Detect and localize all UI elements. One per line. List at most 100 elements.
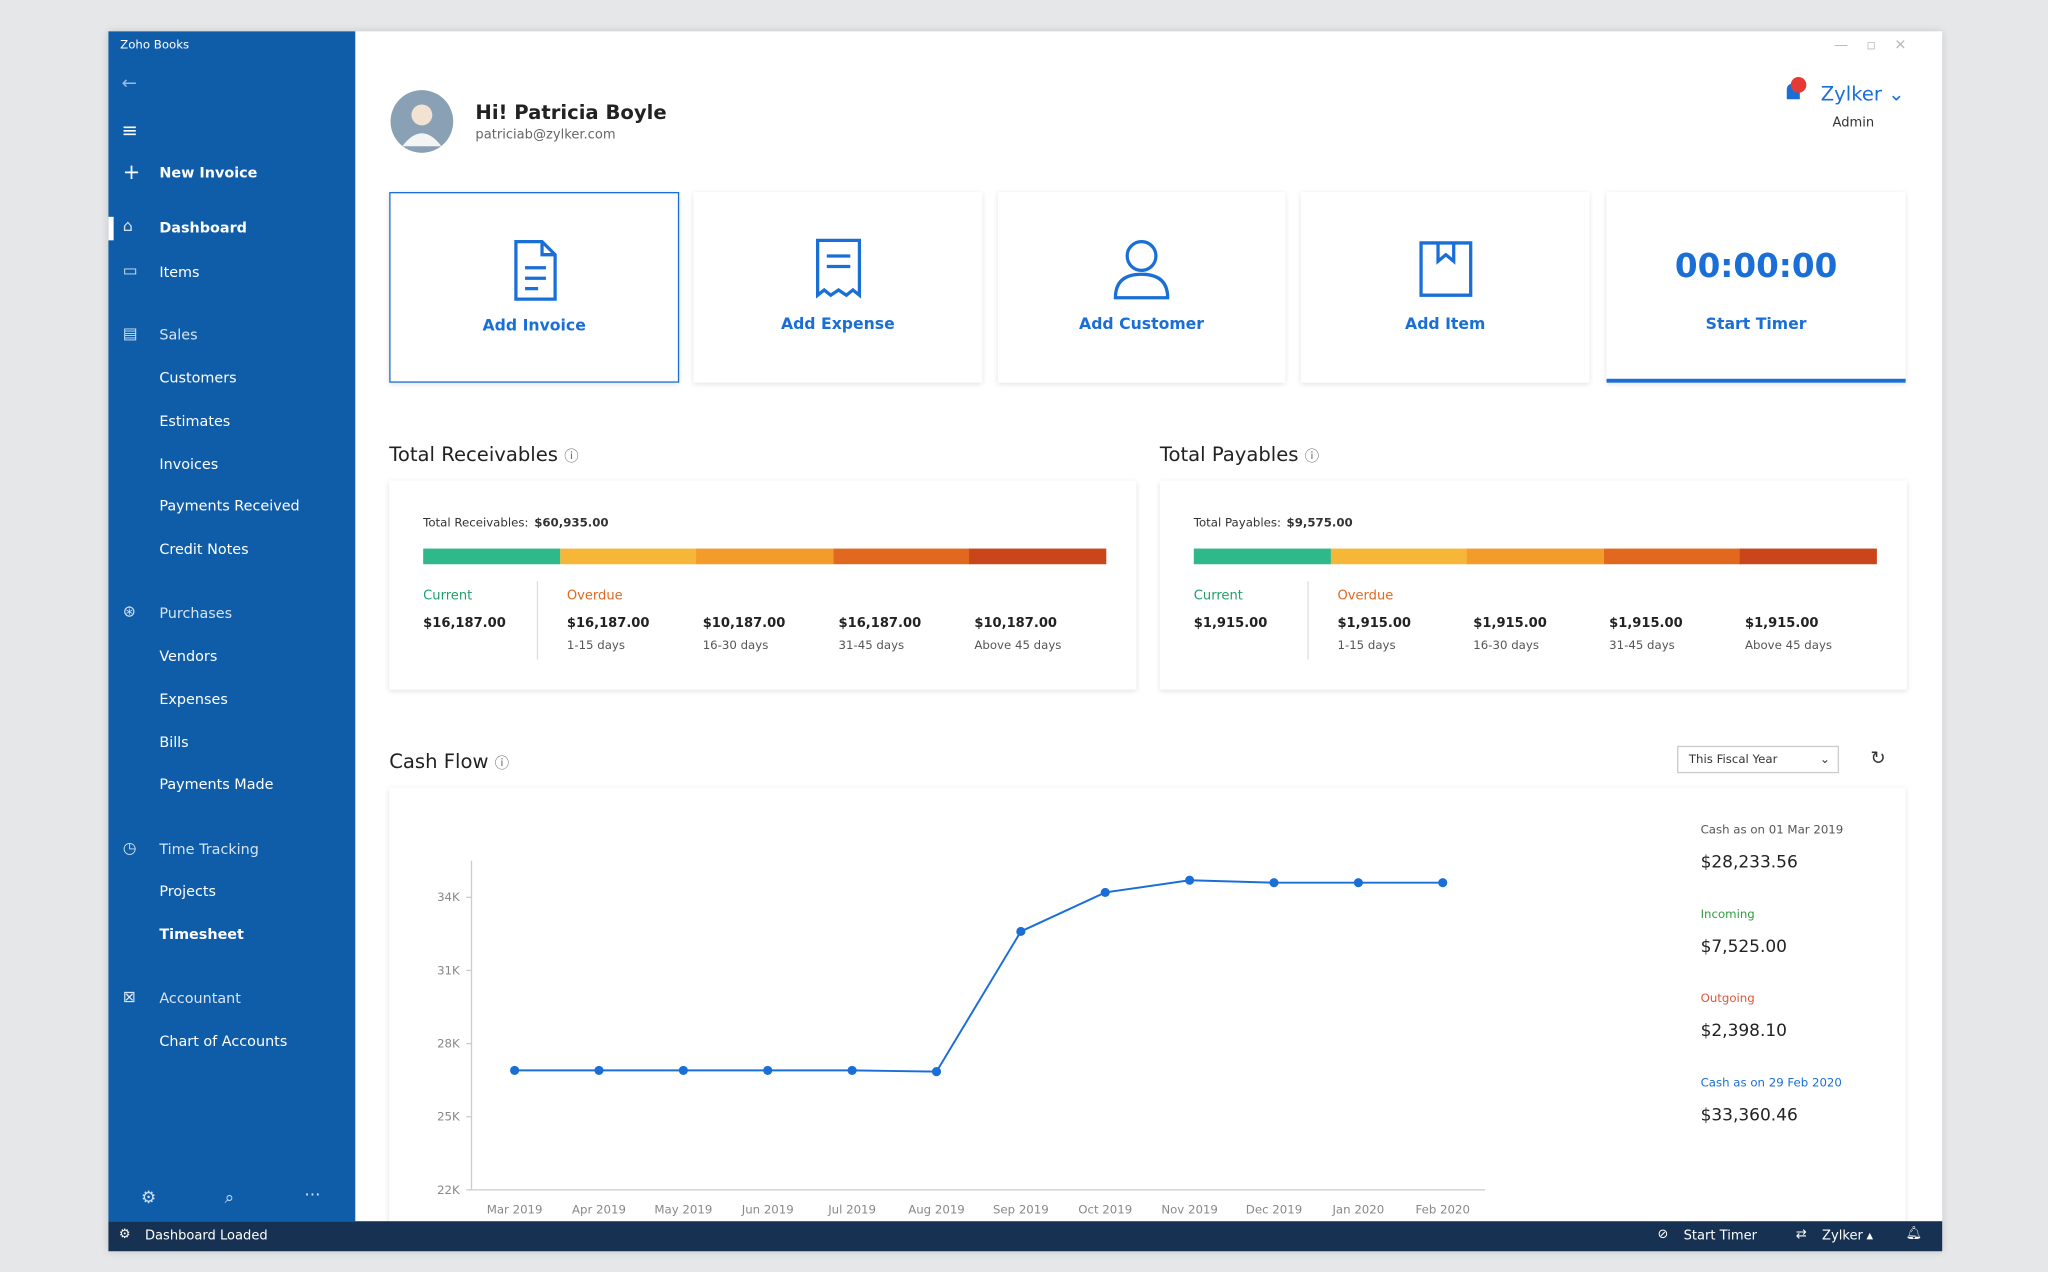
status-message: Dashboard Loaded [144, 1229, 268, 1244]
current-value: $16,187.00 [423, 616, 506, 631]
y-tick-label: 22K [437, 1183, 460, 1197]
nav-item[interactable]: Estimates [159, 412, 231, 430]
overdue-value: $16,187.00 [566, 616, 650, 631]
cash-flow-title: Cash Flow ⓘ [389, 749, 510, 774]
nav-item[interactable]: Purchases [159, 604, 233, 622]
nav-item[interactable]: Invoices [159, 455, 219, 473]
overdue-range: 31-45 days [1609, 639, 1675, 654]
status-bar: ⚙ Dashboard Loaded ⊘ Start Timer ⇄ Zylke… [108, 1221, 1943, 1252]
status-bell[interactable]: 🔔︎ [1905, 1226, 1923, 1241]
timer-time: 00:00:00 [1674, 246, 1838, 285]
summary-value: $9,575.00 [1286, 517, 1353, 531]
nav-item[interactable]: Projects [159, 882, 216, 900]
add-customer-card[interactable]: Add Customer [997, 191, 1286, 383]
nav-item[interactable]: Dashboard [159, 219, 247, 237]
data-point [847, 1065, 857, 1075]
nav-item[interactable]: Bills [159, 734, 189, 752]
x-tick-label: Apr 2019 [572, 1202, 626, 1216]
menu-button[interactable]: ≡ [121, 118, 138, 143]
data-point [763, 1065, 773, 1075]
add-invoice-card[interactable]: Add Invoice [389, 191, 680, 383]
status-organization[interactable]: Zylker [1822, 1229, 1863, 1244]
add-expense-card[interactable]: Add Expense [693, 191, 983, 383]
data-point [594, 1065, 604, 1075]
refresh-icon[interactable]: ↻ [1870, 748, 1886, 770]
aging-bar-segment [696, 548, 834, 565]
organization-switcher[interactable]: Zylker ⌄ [1820, 82, 1905, 106]
period-dropdown[interactable]: This Fiscal Year ⌄ [1677, 745, 1840, 774]
current-label: Current [1193, 589, 1243, 604]
overdue-range: Above 45 days [1744, 639, 1833, 654]
stat-label: Cash as on 01 Mar 2019 [1700, 824, 1844, 838]
nav-item[interactable]: Time Tracking [159, 841, 259, 859]
info-icon: ⓘ [564, 447, 579, 465]
overdue-value: $16,187.00 [838, 616, 922, 631]
nav-item[interactable]: Payments Received [159, 497, 300, 515]
avatar [390, 90, 454, 153]
nav-item[interactable]: Payments Made [159, 775, 274, 793]
nav-item[interactable]: Expenses [159, 690, 228, 708]
nav-item[interactable]: Items [159, 263, 200, 281]
data-point [678, 1065, 688, 1075]
nav-icon: ⌂ [122, 216, 133, 236]
overdue-value: $1,915.00 [1744, 616, 1819, 631]
cash-flow-card [389, 787, 1906, 1232]
new-invoice[interactable]: New Invoice [159, 164, 258, 182]
y-tick-label: 25K [437, 1110, 460, 1124]
app-title: Zoho Books [120, 39, 190, 53]
nav-icon: ▭ [122, 261, 138, 280]
window-controls[interactable]: — ▫ ✕ [1833, 36, 1907, 54]
y-tick-label: 28K [437, 1037, 460, 1051]
overdue-value: $10,187.00 [702, 616, 786, 631]
data-point [931, 1067, 942, 1077]
data-point [1269, 878, 1279, 888]
stat-label: Outgoing [1700, 992, 1755, 1006]
greeting: Hi! Patricia Boyle [475, 100, 667, 125]
timer-card[interactable]: 00:00:00 Start Timer [1606, 191, 1906, 383]
divider [1307, 581, 1309, 660]
nav-item[interactable]: Credit Notes [159, 540, 249, 558]
aging-bar-segment [1603, 548, 1741, 565]
current-value: $1,915.00 [1193, 616, 1268, 631]
data-point [1185, 875, 1195, 885]
quick-action-label: Add Customer [1079, 314, 1205, 334]
data-point [1353, 878, 1363, 888]
nav-item[interactable]: Timesheet [159, 926, 244, 944]
email: patriciab@zylker.com [475, 127, 616, 143]
x-tick-label: Jan 2020 [1331, 1202, 1384, 1216]
invoice-icon [514, 239, 557, 301]
nav-item[interactable]: Vendors [159, 647, 218, 665]
data-point [1016, 926, 1026, 937]
overdue-range: 16-30 days [1473, 639, 1539, 654]
nav-item[interactable]: Customers [159, 369, 237, 387]
add-item-card[interactable]: Add Item [1300, 191, 1590, 383]
item-icon [1418, 241, 1472, 297]
stat-value: $28,233.56 [1700, 852, 1798, 873]
search-icon[interactable]: ⌕ [224, 1188, 235, 1209]
overdue-range: 1-15 days [1337, 639, 1396, 654]
back-button[interactable]: ← [121, 73, 137, 95]
aging-bar-segment [833, 548, 971, 565]
y-tick-label: 34K [437, 890, 460, 904]
timer-label: Start Timer [1705, 314, 1807, 334]
nav-item[interactable]: Accountant [159, 990, 241, 1008]
x-tick-label: Mar 2019 [487, 1202, 543, 1216]
plus-icon: + [122, 159, 141, 185]
status-timer[interactable]: Start Timer [1683, 1229, 1757, 1244]
more-icon[interactable]: ··· [304, 1185, 321, 1206]
notification-bell[interactable] [1779, 76, 1810, 107]
nav-item[interactable]: Chart of Accounts [159, 1033, 288, 1051]
x-tick-label: Jun 2019 [741, 1202, 794, 1216]
stat-label: Cash as on 29 Feb 2020 [1700, 1076, 1842, 1090]
nav-item[interactable]: Sales [159, 326, 198, 344]
data-point [1100, 887, 1110, 897]
settings-icon[interactable]: ⚙ [141, 1188, 157, 1209]
x-tick-label: May 2019 [654, 1202, 712, 1216]
stat-value: $2,398.10 [1700, 1021, 1787, 1041]
status-icon: ⚙ [118, 1227, 131, 1243]
aging-bar-segment [559, 548, 697, 565]
stat-value: $33,360.46 [1700, 1105, 1798, 1126]
x-tick-label: Jul 2019 [827, 1202, 876, 1216]
